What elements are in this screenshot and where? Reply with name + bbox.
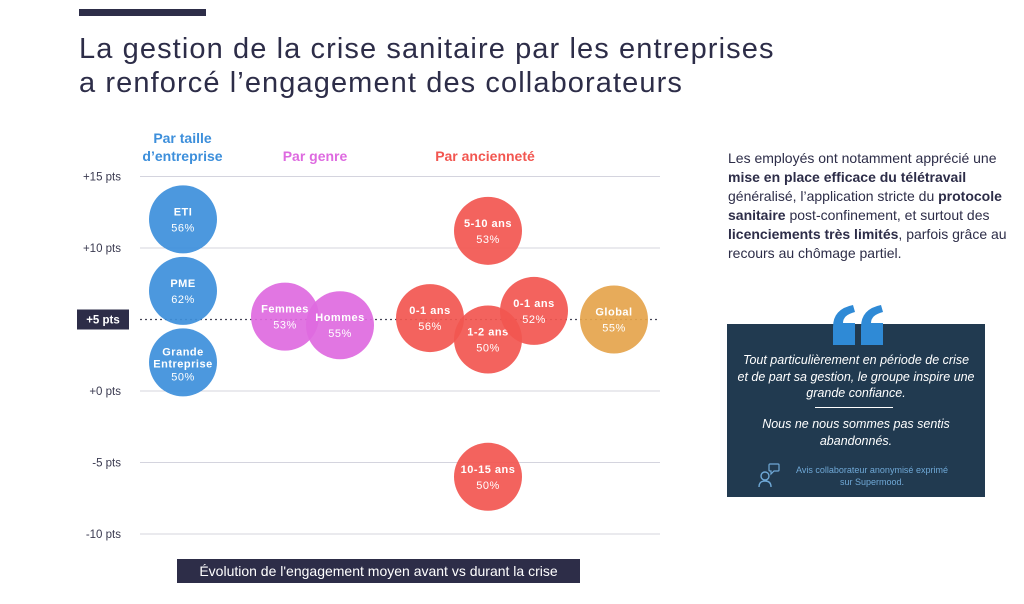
bubble-value: 62% <box>171 294 195 306</box>
bubble-value: 55% <box>328 328 352 340</box>
y-tick-label: +0 pts <box>89 386 121 398</box>
top-accent-bar <box>79 9 206 16</box>
engagement-bubble-chart: +15 pts+10 pts+5 pts+0 pts-5 pts-10 pts … <box>77 172 660 541</box>
side-description: Les employés ont notamment apprécié une … <box>728 149 1008 263</box>
bubble <box>396 284 464 353</box>
quote-attribution: Avis collaborateur anonymisé exprimé sur… <box>787 464 957 488</box>
y-tick-label: +15 pts <box>83 172 121 184</box>
side-text-bold-3: licenciements très limités <box>728 226 899 242</box>
person-speech-icon <box>758 463 780 488</box>
title-line-2: a renforcé l’engagement des collaborateu… <box>79 67 683 99</box>
bubble-label: PME <box>170 278 195 290</box>
bubble-value: 53% <box>273 320 297 332</box>
side-text-bold-2: protocole sanitaire <box>728 188 1002 223</box>
bubble <box>251 282 319 351</box>
bubble <box>454 196 522 265</box>
bubble-label: Global <box>595 307 632 319</box>
group-label-taille: Par taille d’entreprise <box>130 129 235 165</box>
side-text-4: , parfois grâce au recours au chômage pa… <box>728 226 1007 261</box>
side-text-1: Les employés ont notamment apprécié une <box>728 150 997 166</box>
title-line-1: La gestion de la crise sanitaire par les… <box>79 33 775 65</box>
bubble-label: Entreprise <box>153 358 212 370</box>
bubble <box>149 256 217 325</box>
bubble <box>149 185 217 254</box>
bubble-value: 56% <box>171 222 195 234</box>
y-tick-label: -5 pts <box>92 458 121 470</box>
bubble-value: 50% <box>171 371 195 383</box>
y-tick-label: +5 pts <box>86 315 120 327</box>
bubble-label: 1-2 ans <box>467 327 508 339</box>
quote-divider <box>815 407 893 408</box>
quote-attribution-line2: sur Supermood. <box>839 477 905 487</box>
quote-box: Tout particulièrement en période de cris… <box>727 305 985 497</box>
chart-bubbles: ETI56%PME62%GrandeEntreprise50%Femmes53%… <box>149 185 648 511</box>
bubble-label: ETI <box>174 206 193 218</box>
side-text-bold-1: mise en place efficace du télétravail <box>728 169 967 185</box>
bubble-label: Hommes <box>315 312 364 324</box>
bubble <box>306 291 374 360</box>
bubble-label: Grande <box>162 346 204 358</box>
page-title: La gestion de la crise sanitaire par les… <box>79 32 899 100</box>
group-label-genre: Par genre <box>282 148 348 164</box>
bubble-label: 5-10 ans <box>464 218 512 230</box>
bubble <box>580 285 648 354</box>
bubble-label: 10-15 ans <box>461 464 516 476</box>
quote-attribution-line1: Avis collaborateur anonymisé exprimé <box>796 465 948 475</box>
chart-gridlines <box>140 176 660 535</box>
chart-caption: Évolution de l'engagement moyen avant vs… <box>177 559 580 583</box>
bubble-value: 55% <box>602 323 626 335</box>
bubble <box>454 442 522 511</box>
side-text-3: post-confinement, et surtout des <box>785 207 990 223</box>
group-label-anciennete: Par ancienneté <box>435 148 535 164</box>
y-tick-highlight <box>77 309 129 330</box>
side-text-2: généralisé, l’application stricte du <box>728 188 939 204</box>
bubble-label: 0-1 ans <box>513 298 554 310</box>
quote-text-1: Tout particulièrement en période de cris… <box>737 353 975 400</box>
bubble-value: 50% <box>476 343 500 355</box>
quote-mark-icon <box>833 305 883 345</box>
bubble-value: 56% <box>418 321 442 333</box>
y-tick-label: +10 pts <box>83 243 121 255</box>
group-label-taille-line2: d’entreprise <box>142 148 223 164</box>
bubble-value: 52% <box>522 314 546 326</box>
bubble <box>500 276 568 345</box>
bubble <box>149 328 217 397</box>
bubble-label: Femmes <box>261 304 309 316</box>
bubble-value: 50% <box>476 480 500 492</box>
bubble-value: 53% <box>476 234 500 246</box>
group-label-taille-line1: Par taille <box>153 130 212 146</box>
quote-text-2: Nous ne nous sommes pas sentis abandonné… <box>762 417 950 448</box>
bubble-label: 0-1 ans <box>409 305 450 317</box>
y-tick-label: -10 pts <box>86 529 121 541</box>
y-axis: +15 pts +10 pts +5 pts +0 pts -5 pts -10 pts <box>77 172 129 541</box>
